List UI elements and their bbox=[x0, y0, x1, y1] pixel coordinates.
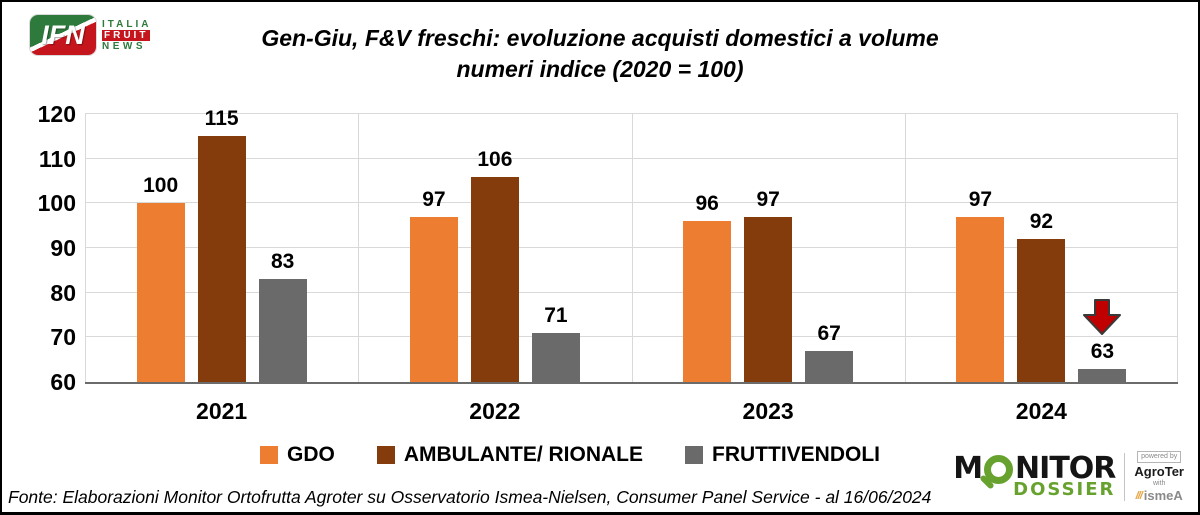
legend-item-fruttivendoli: FRUTTIVENDOLI bbox=[685, 443, 880, 467]
bar-fruttivendoli-2023: 67 bbox=[805, 322, 854, 382]
chart-title-line1: Gen-Giu, F&V freschi: evoluzione acquist… bbox=[261, 25, 939, 51]
ifn-wordmark: ITALIA FRUIT NEWS bbox=[102, 19, 151, 52]
gridline-v-2 bbox=[631, 114, 633, 382]
down-arrow-icon bbox=[1082, 298, 1122, 335]
bar-gdo-2022: 97 bbox=[409, 188, 458, 382]
with-label: with bbox=[1152, 480, 1166, 487]
agroter-text: AgroTer bbox=[1134, 464, 1184, 479]
bar-value-label: 83 bbox=[270, 250, 295, 274]
bar-fruttivendoli-2024: 63 bbox=[1078, 298, 1127, 382]
y-tick-90: 90 bbox=[50, 235, 76, 261]
y-tick-110: 110 bbox=[38, 145, 76, 172]
bar-ambulante-rionale-2023: 97 bbox=[744, 188, 793, 382]
wheat-icon: /// bbox=[1135, 490, 1143, 502]
legend: GDO AMBULANTE/ RIONALE FRUTTIVENDOLI bbox=[2, 443, 1138, 467]
bar-value-label: 71 bbox=[544, 303, 568, 327]
bar-group-2023: 96 97 67 bbox=[632, 114, 905, 382]
powered-by-block: powered by AgroTer with /// ismeA bbox=[1134, 451, 1184, 502]
chart-title-line2: numeri indice (2020 = 100) bbox=[456, 56, 744, 83]
bar-ambulante-rionale-2024: 92 bbox=[1017, 210, 1066, 382]
ifn-word-italia: ITALIA bbox=[102, 18, 152, 30]
legend-label: FRUTTIVENDOLI bbox=[712, 443, 880, 466]
ifn-word-fruit: FRUIT bbox=[102, 29, 151, 41]
legend-item-ambulante-rionale: AMBULANTE/ RIONALE bbox=[376, 443, 643, 467]
bar-value-label: 100 bbox=[143, 174, 179, 198]
bar-gdo-2023: 96 bbox=[683, 192, 732, 382]
y-tick-70: 70 bbox=[50, 324, 76, 351]
x-label-2021: 2021 bbox=[196, 398, 248, 424]
gridline-v-3 bbox=[904, 114, 906, 382]
y-tick-120: 120 bbox=[37, 101, 76, 127]
bar-value-label: 63 bbox=[1090, 339, 1115, 363]
source-note: Fonte: Elaborazioni Monitor Ortofrutta A… bbox=[8, 487, 932, 507]
ifn-logo: IFN ITALIA FRUIT NEWS bbox=[30, 15, 151, 55]
bar-group-2021: 100 115 83 bbox=[85, 107, 358, 382]
y-tick-100: 100 bbox=[37, 190, 76, 217]
legend-label: AMBULANTE/ RIONALE bbox=[403, 443, 643, 466]
legend-item-gdo: GDO bbox=[260, 443, 335, 467]
bar-value-label: 96 bbox=[695, 192, 719, 216]
y-tick-60: 60 bbox=[50, 369, 76, 395]
gridline-v-0 bbox=[85, 114, 86, 382]
bar-fruttivendoli-2021: 83 bbox=[258, 250, 307, 382]
bar-group-2022: 97 106 71 bbox=[358, 114, 631, 382]
legend-label: GDO bbox=[287, 443, 335, 466]
bar-ambulante-rionale-2021: 115 bbox=[197, 107, 246, 382]
powered-by-label: powered by bbox=[1137, 451, 1182, 463]
bar-value-label: 97 bbox=[756, 187, 780, 211]
bar-value-label: 106 bbox=[477, 147, 513, 171]
monitor-dossier-logo: M NITOR DOSSIER powered by AgroTer with /… bbox=[951, 449, 1186, 504]
monitor-wordmark: M NITOR DOSSIER bbox=[953, 451, 1116, 501]
bar-group-2024: 97 92 63 bbox=[905, 114, 1178, 382]
bar-fruttivendoli-2022: 71 bbox=[531, 304, 580, 382]
gridline-h-120 bbox=[85, 113, 1178, 114]
bar-value-label: 92 bbox=[1029, 210, 1054, 234]
logo-divider bbox=[1124, 452, 1126, 501]
x-axis-labels: 2021 2022 2023 2024 bbox=[85, 398, 1178, 425]
ifn-badge-icon: IFN bbox=[30, 15, 96, 55]
bar-ambulante-rionale-2022: 106 bbox=[470, 148, 519, 382]
y-axis: 60 70 80 90 100 110 120 bbox=[2, 2, 76, 512]
magnifier-icon bbox=[984, 454, 1014, 484]
chart-title: Gen-Giu, F&V freschi: evoluzione acquist… bbox=[2, 23, 1198, 85]
ifn-word-news: NEWS bbox=[102, 40, 146, 52]
legend-swatch-fruttivendoli bbox=[685, 446, 703, 464]
gridline-v-4 bbox=[1177, 114, 1178, 382]
bar-gdo-2021: 100 bbox=[136, 174, 185, 382]
legend-swatch-ambulante-rionale bbox=[376, 446, 395, 464]
x-label-2022: 2022 bbox=[469, 398, 521, 424]
plot-area: 100 115 83 97 106 71 96 97 67 97 92 63 bbox=[85, 107, 1178, 384]
legend-swatch-gdo bbox=[260, 446, 278, 464]
x-label-2023: 2023 bbox=[742, 398, 794, 424]
bar-groups: 100 115 83 97 106 71 96 97 67 97 92 63 bbox=[85, 107, 1178, 382]
bar-value-label: 97 bbox=[422, 187, 446, 211]
gridline-v-1 bbox=[358, 114, 360, 382]
ifn-abbrev: IFN bbox=[41, 19, 85, 50]
bar-value-label: 115 bbox=[204, 107, 239, 131]
y-tick-80: 80 bbox=[50, 279, 76, 306]
monitor-text-m: M bbox=[953, 451, 983, 487]
x-label-2024: 2024 bbox=[1015, 398, 1067, 424]
ismea-text: ismeA bbox=[1143, 488, 1183, 503]
bar-value-label: 97 bbox=[968, 187, 993, 211]
dossier-text: DOSSIER bbox=[1013, 479, 1116, 501]
monitor-text-nitor: NITOR bbox=[1015, 451, 1116, 487]
bar-gdo-2024: 97 bbox=[956, 188, 1005, 382]
bar-value-label: 67 bbox=[817, 321, 841, 345]
